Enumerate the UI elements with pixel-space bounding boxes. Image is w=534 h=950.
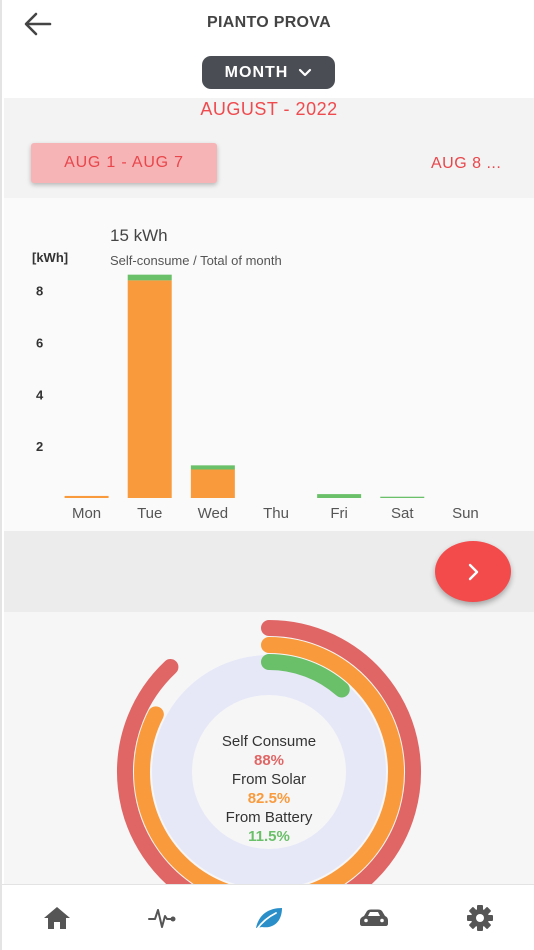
self-consume-label: Self Consume	[221, 733, 317, 750]
leaf-icon	[256, 908, 282, 930]
x-tick-label: Tue	[137, 505, 162, 522]
bar-segment	[317, 494, 362, 498]
header: PIANTO PROVA MONTH	[2, 0, 534, 98]
bottom-nav	[2, 884, 534, 950]
ring-track	[152, 655, 386, 884]
bar-segment	[64, 495, 109, 498]
summary-rings	[117, 620, 421, 884]
y-tick-label: 8	[36, 284, 43, 299]
chart-panel	[4, 198, 534, 531]
bar-chart: 2 4 6 8 Mon Tue Wed Thu Fri Sat Sun	[36, 274, 479, 522]
period-selected-label: MONTH	[224, 63, 289, 81]
x-tick-label: Mon	[72, 505, 101, 522]
arrow-left-icon	[24, 12, 52, 36]
chart-title: 15 kWh	[110, 226, 168, 245]
back-button[interactable]	[22, 10, 54, 38]
bar-segment	[190, 469, 235, 498]
gear-icon	[467, 905, 493, 931]
month-label: AUGUST - 2022	[200, 99, 338, 119]
solar-label: From Solar	[231, 771, 307, 788]
self-consume-ring	[117, 620, 421, 884]
chevron-down-icon	[299, 68, 312, 76]
battery-label: From Battery	[225, 809, 313, 826]
period-navigator: AUGUST - 2022 AUG 1 - AUG 7 AUG 8 ...	[4, 98, 534, 198]
y-tick-label: 4	[36, 387, 44, 402]
x-tick-label: Thu	[263, 505, 289, 522]
home-icon	[44, 907, 70, 929]
battery-ring	[261, 654, 350, 698]
bar-segment	[380, 496, 425, 498]
x-tick-label: Sat	[391, 505, 414, 522]
bar-segment	[127, 274, 172, 281]
solar-ring	[134, 637, 404, 884]
nav-vehicle[interactable]	[357, 903, 391, 933]
x-tick-label: Wed	[198, 505, 229, 522]
bar-segment	[127, 280, 172, 498]
y-tick-label: 6	[36, 336, 43, 351]
next-button[interactable]	[435, 541, 511, 602]
chart-subtitle: Self-consume / Total of month	[110, 253, 282, 268]
nav-activity[interactable]	[145, 903, 179, 933]
week-chip-next[interactable]: AUG 8 ...	[431, 155, 502, 172]
week-chip-current[interactable]: AUG 1 - AUG 7	[31, 143, 217, 183]
x-tick-label: Fri	[330, 505, 348, 522]
page-title: PIANTO PROVA	[207, 14, 331, 31]
chevron-right-icon	[468, 563, 479, 580]
activity-icon	[148, 909, 176, 928]
x-tick-label: Sun	[452, 505, 479, 522]
bar-segment	[190, 465, 235, 470]
y-axis-label: [kWh]	[32, 250, 69, 265]
nav-home[interactable]	[40, 903, 74, 933]
self-consume-value: 88%	[253, 752, 285, 769]
y-tick-label: 2	[36, 439, 43, 454]
solar-value: 82.5%	[247, 790, 291, 807]
car-icon	[360, 909, 388, 926]
nav-settings[interactable]	[463, 903, 497, 933]
period-dropdown[interactable]: MONTH	[202, 56, 335, 89]
battery-value: 11.5%	[248, 828, 290, 845]
summary-panel: Self Consume 88% From Solar 82.5% From B…	[4, 612, 534, 884]
nav-sustainability[interactable]	[252, 903, 286, 933]
